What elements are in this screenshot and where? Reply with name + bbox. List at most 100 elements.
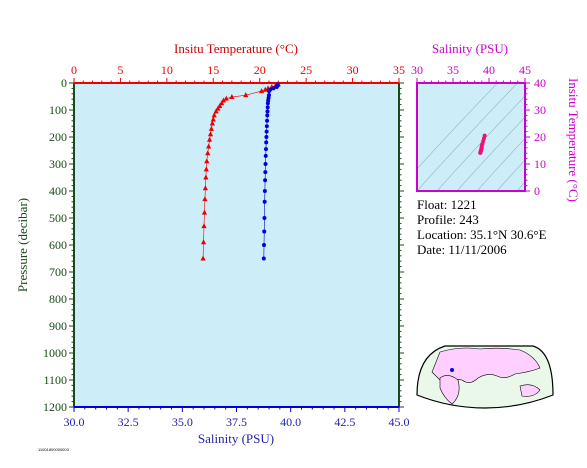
location-map [416,345,554,409]
salinity-point [264,140,269,145]
temperature-point [206,136,213,142]
pressure-tick-label: 300 [49,157,67,171]
profile-label: Profile: [417,212,456,227]
salinity-tick-label: 30.0 [64,415,85,429]
float-value: 1221 [450,197,477,212]
temperature-point [215,105,221,111]
salinity-point [263,170,268,175]
salinity-tick-label: 35.0 [172,415,193,429]
float-label: Float: [417,197,448,212]
pressure-tick-label: 100 [49,103,67,117]
temperature-point [206,143,212,149]
pressure-tick-label: 600 [49,238,67,252]
pressure-tick-label: 1200 [43,400,67,414]
temperature-point [209,120,215,126]
salinity-point [263,162,268,166]
temperature-axis-title: Insitu Temperature (°C) [174,41,298,56]
location-info: Location: 35.1°N 30.6°E [417,227,547,243]
profile-value: 243 [459,212,479,227]
ts-point [478,150,483,155]
ts-salinity-tick-label: 45 [519,63,531,77]
temperature-point [207,131,214,137]
salinity-axis-title: Salinity (PSU) [198,431,274,446]
location-value: 35.1°N 30.6°E [470,227,547,242]
temperature-point [258,88,265,94]
salinity-point [267,89,271,94]
pressure-tick-label: 900 [49,319,67,333]
profile-info: Profile: 243 [417,212,479,228]
salinity-point [263,147,268,152]
temperature-point [210,116,216,122]
salinity-point [263,178,268,183]
ts-plot-area [417,83,525,191]
density-contour [456,116,525,191]
main-plot-area [74,83,399,407]
ts-temperature-tick-label: 10 [534,157,546,171]
temperature-point [203,166,209,172]
pressure-tick-label: 800 [49,292,67,306]
temperature-axis: 0 5 10 15 20 25 30 35 [71,63,405,84]
salinity-point [262,229,267,234]
temperature-point [202,185,208,191]
temperature-point [211,112,217,118]
ts-temperature-tick-label: 40 [534,76,546,90]
pressure-tick-label: 1100 [43,373,67,387]
ts-temperature-tick-label: 30 [534,103,546,117]
salinity-point [262,216,267,220]
salinity-tick-label: 32.5 [118,415,139,429]
location-label: Location: [417,227,467,242]
temperature-tick-label: 30 [347,63,359,77]
pressure-tick-label: 400 [49,184,67,198]
temperature-tick-label: 15 [207,63,219,77]
density-contour [417,83,498,170]
ts-temperature-tick-label: 0 [534,184,540,198]
date-label: Date: [417,242,446,257]
ts-salinity-tick-label: 35 [447,63,459,77]
temperature-point [205,150,211,156]
temperature-point [220,97,227,103]
salinity-tick-label: 42.5 [334,415,355,429]
temperature-tick-label: 0 [71,63,77,77]
date-value: 11/11/2006 [448,242,507,257]
density-contour [496,159,525,191]
salinity-point [265,113,270,118]
ts-series [478,133,487,155]
footer-code: 11001800000003 [38,447,69,452]
temperature-point [202,196,208,202]
salinity-point [263,153,268,158]
pressure-axis-title: Pressure (decibar) [15,198,30,292]
ts-salinity-tick-label: 40 [483,63,495,77]
temperature-point [213,108,219,114]
salinity-point [264,124,269,129]
pressure-tick-label: 0 [61,76,67,90]
temperature-point [201,209,208,215]
salinity-point [264,129,269,134]
temperature-tick-label: 10 [161,63,173,77]
pressure-tick-label: 500 [49,211,67,225]
float-info: Float: 1221 [417,197,477,213]
salinity-point [262,243,267,247]
salinity-tick-label: 37.5 [226,415,247,429]
temperature-point [200,239,207,245]
ts-temperature-tick-label: 20 [534,130,546,144]
temperature-point [243,92,249,98]
ts-salinity-tick-label: 30 [411,63,423,77]
salinity-point [262,199,267,204]
salinity-point [261,256,266,261]
salinity-tick-label: 45.0 [389,415,410,429]
profile-series [200,81,281,261]
density-contour [417,83,518,191]
temperature-point [208,125,215,131]
salinity-axis: 30.0 32.5 35.0 37.5 40.0 42.5 45.0 [64,406,410,429]
temperature-point [223,95,229,101]
temperature-point [219,100,225,106]
salinity-point [274,85,279,90]
temperature-point [262,86,268,92]
temperature-point [201,223,207,229]
pressure-tick-label: 200 [49,130,67,144]
temperature-point [200,255,206,261]
salinity-point [265,101,270,106]
pressure-tick-label: 1000 [43,346,67,360]
